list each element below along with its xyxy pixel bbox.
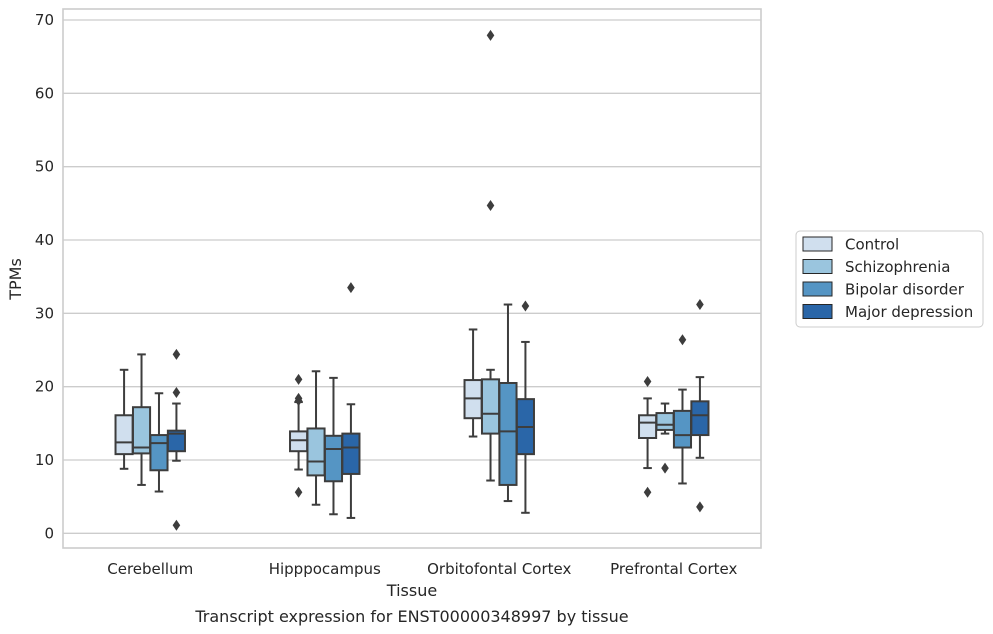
y-tick-label: 60 [35,84,54,102]
chart-caption: Transcript expression for ENST0000034899… [194,607,628,626]
box [166,348,186,531]
outlier-point [643,486,652,498]
outlier-point [294,486,303,498]
outlier-point [661,462,669,474]
box [655,402,675,474]
box [306,370,326,506]
x-tick-label: Orbitofontal Cortex [427,560,571,578]
series-group [166,282,710,531]
box-iqr [323,434,344,483]
box [498,303,518,503]
outlier-point [172,348,181,360]
x-tick-label: Prefrontal Cortex [610,560,737,578]
outlier-point [172,387,181,399]
y-tick-label: 70 [35,11,54,29]
legend-label: Bipolar disorder [845,281,965,299]
plot-area [63,9,761,548]
outlier-point [294,395,303,407]
plot-frame [62,8,762,549]
outlier-point [172,519,181,531]
box-series [114,29,710,531]
outlier-point [294,373,303,385]
outlier-point [696,299,704,311]
box-iqr [114,414,134,456]
y-tick-label: 30 [35,304,54,322]
outlier-point [486,29,495,41]
outlier-point [643,376,652,388]
box-iqr [638,414,658,439]
legend: Control Schizophrenia Bipolar disorder Majo… [795,230,984,328]
outlier-point [486,200,495,212]
box-iqr [690,400,710,437]
legend-label: Major depression [845,303,973,321]
box-iqr [655,412,675,431]
series-group [114,328,658,498]
box [638,376,658,498]
y-tick-labels: 0 10 20 30 40 50 60 70 [35,11,54,542]
box [341,282,361,519]
legend-swatch [802,304,833,319]
series-group [149,303,693,516]
box-iqr [480,378,501,435]
y-tick-label: 40 [35,231,54,249]
outlier-point [678,334,687,346]
box [114,368,134,470]
x-tick-labels: Cerebellum Hipppocampus Orbitofontal Corte… [107,560,737,578]
legend-frame [795,230,984,328]
series-group [131,29,675,506]
y-tick-label: 10 [35,451,54,469]
box [672,334,693,485]
outlier-point [521,300,530,312]
x-tick-label: Hipppocampus [269,560,381,578]
box-iqr [672,409,693,449]
x-axis-title: Tissue [386,581,437,600]
box-iqr [166,429,186,453]
box-iqr [498,382,518,486]
legend-swatch [802,259,833,274]
outlier-point [696,501,704,513]
box [515,300,535,514]
box-iqr [131,406,152,455]
legend-swatch [802,236,833,252]
box-iqr [149,434,169,472]
outlier-point [347,282,355,294]
box-iqr [306,427,326,477]
box-iqr [289,430,309,453]
box [289,373,309,498]
y-tick-label: 20 [35,378,54,396]
legend-label: Schizophrenia [845,258,950,276]
legend-swatch [802,281,833,297]
box [690,299,710,513]
legend-label: Control [845,236,899,254]
box [131,353,152,486]
y-tick-label: 50 [35,158,54,176]
box [149,392,169,493]
y-tick-label: 0 [44,524,54,542]
y-axis-title: TPMs [6,258,25,301]
x-tick-label: Cerebellum [107,560,193,578]
box-iqr [341,432,361,475]
